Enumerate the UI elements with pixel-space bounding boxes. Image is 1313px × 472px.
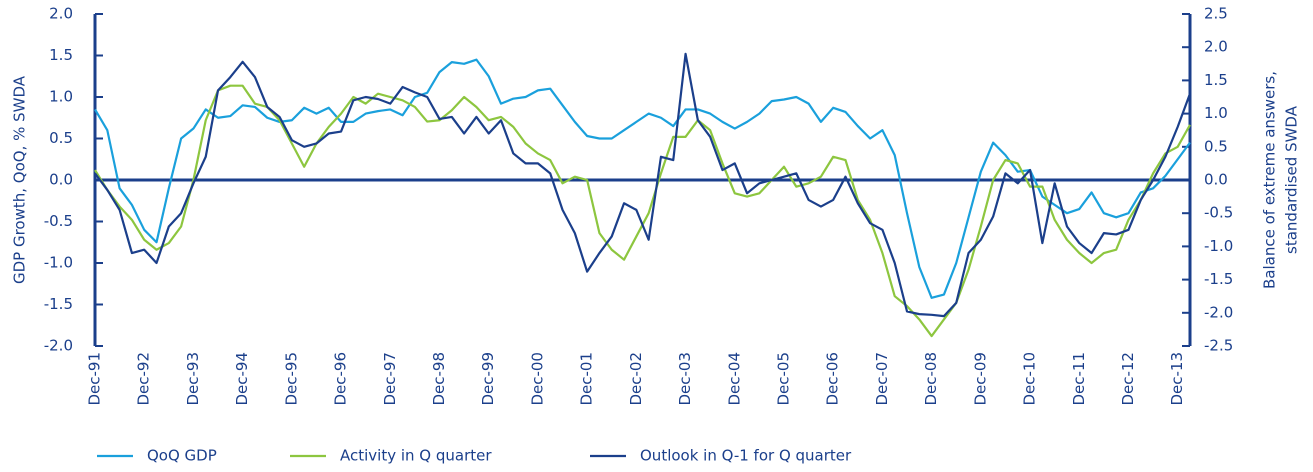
y-tick-label: -0.5 (44, 212, 73, 230)
x-tick-label: Dec-00 (528, 352, 546, 406)
y-tick-label: 2.0 (49, 5, 73, 23)
x-tick-label: Dec-07 (873, 352, 891, 406)
y2-tick-label: -0.5 (1204, 204, 1233, 222)
x-tick-label: Dec-08 (922, 352, 940, 406)
x-tick-label: Dec-92 (135, 352, 153, 406)
y2-tick-label: 2.0 (1204, 38, 1228, 56)
x-tick-label: Dec-01 (578, 352, 596, 406)
x-tick-label: Dec-04 (725, 352, 743, 406)
x-tick-label: Dec-02 (627, 352, 645, 406)
y2-tick-label: -1.0 (1204, 237, 1233, 255)
y-tick-label: 1.5 (49, 46, 73, 64)
y-tick-label: 0.0 (49, 171, 73, 189)
x-tick-label: Dec-11 (1070, 352, 1088, 406)
y2-tick-label: 1.5 (1204, 71, 1228, 89)
y-axis-title: GDP Growth, QoQ, % SWDA (11, 75, 29, 284)
legend-label: Outlook in Q-1 for Q quarter (640, 447, 852, 465)
legend-label: Activity in Q quarter (340, 447, 492, 465)
x-tick-label: Dec-09 (971, 352, 989, 406)
series-line (94, 84, 1191, 338)
y-tick-label: -2.0 (44, 337, 73, 355)
x-tick-label: Dec-13 (1168, 352, 1186, 406)
x-tick-label: Dec-03 (676, 352, 694, 406)
series-line (94, 58, 1191, 299)
x-tick-label: Dec-06 (824, 352, 842, 406)
series-line (94, 52, 1192, 318)
legend-label: QoQ GDP (147, 447, 217, 465)
y2-tick-label: 1.0 (1204, 104, 1228, 122)
y-tick-label: -1.5 (44, 295, 73, 313)
x-tick-label: Dec-95 (282, 352, 300, 406)
y2-tick-label: -2.0 (1204, 303, 1233, 321)
x-tick-label: Dec-91 (86, 352, 104, 406)
x-tick-label: Dec-12 (1119, 352, 1137, 406)
x-tick-label: Dec-99 (479, 352, 497, 406)
x-tick-label: Dec-98 (430, 352, 448, 406)
y-tick-label: -1.0 (44, 254, 73, 272)
y2-axis-title: Balance of extreme answers, (1261, 71, 1279, 289)
y2-tick-label: 0.5 (1204, 137, 1228, 155)
y2-tick-label: -2.5 (1204, 337, 1233, 355)
y-tick-label: 1.0 (49, 88, 73, 106)
y-tick-label: 0.5 (49, 129, 73, 147)
x-tick-label: Dec-05 (774, 352, 792, 406)
x-tick-label: Dec-96 (332, 352, 350, 406)
y2-axis-title: standardised SWDA (1283, 105, 1301, 254)
y2-tick-label: 2.5 (1204, 5, 1228, 23)
y2-tick-label: -1.5 (1204, 270, 1233, 288)
x-tick-label: Dec-93 (184, 352, 202, 406)
y2-tick-label: 0.0 (1204, 171, 1228, 189)
x-tick-label: Dec-94 (233, 352, 251, 406)
x-tick-label: Dec-97 (381, 352, 399, 406)
x-tick-label: Dec-10 (1021, 352, 1039, 406)
